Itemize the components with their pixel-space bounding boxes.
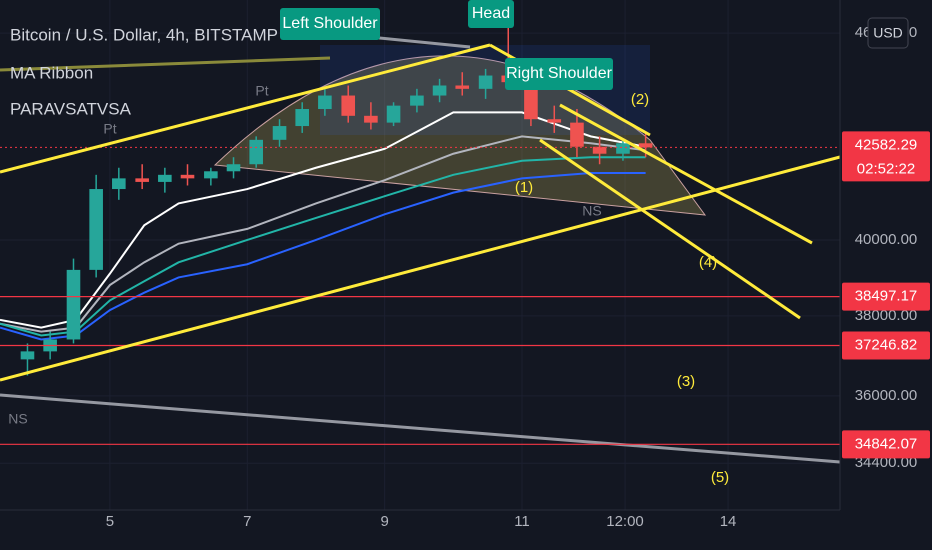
x-tick-label: 12:00 bbox=[606, 513, 644, 530]
symbol-title: Bitcoin / U.S. Dollar, 4h, BITSTAMP bbox=[10, 25, 278, 44]
candle-body bbox=[20, 351, 35, 360]
x-tick-label: 14 bbox=[720, 513, 737, 530]
candle-body bbox=[66, 269, 81, 340]
candle-body bbox=[432, 85, 447, 96]
pattern-label-box bbox=[468, 0, 514, 28]
y-tick-label: 38000.00 bbox=[855, 307, 918, 324]
indicator-name: MA Ribbon bbox=[10, 63, 93, 82]
candle-body bbox=[295, 109, 310, 127]
candle-body bbox=[364, 115, 378, 123]
trend-line bbox=[539, 138, 801, 320]
pattern-label-box bbox=[280, 8, 380, 40]
signal-label: NS bbox=[8, 411, 27, 427]
level-label-box bbox=[842, 430, 930, 459]
currency-label[interactable]: USD bbox=[873, 25, 903, 41]
candle-body bbox=[478, 75, 493, 89]
currency-button[interactable] bbox=[867, 17, 909, 49]
pattern-label: Left Shoulder bbox=[282, 15, 378, 32]
wave-label: (3) bbox=[677, 373, 695, 390]
y-tick-label: 34400.00 bbox=[855, 454, 918, 471]
candle-body bbox=[318, 95, 332, 110]
trend-line bbox=[0, 43, 491, 174]
trend-line bbox=[559, 103, 813, 245]
trend-line bbox=[0, 393, 841, 464]
trend-line bbox=[0, 155, 841, 382]
candle-body bbox=[592, 146, 607, 154]
candle-body bbox=[386, 105, 401, 123]
candle-body bbox=[249, 139, 263, 165]
candle-body bbox=[226, 164, 241, 172]
candle-body bbox=[89, 189, 103, 270]
x-tick-label: 9 bbox=[380, 513, 388, 530]
y-tick-label: 40000.00 bbox=[855, 231, 918, 248]
signal-label: Pt bbox=[255, 83, 268, 99]
candle-body bbox=[547, 119, 562, 123]
wave-label: (2) bbox=[631, 91, 649, 108]
y-tick-label: 36000.00 bbox=[855, 387, 918, 404]
candle-body bbox=[341, 95, 356, 116]
candle-body bbox=[455, 85, 470, 89]
candle-body bbox=[135, 178, 149, 182]
candle-body bbox=[410, 95, 424, 106]
candle-body bbox=[638, 143, 653, 148]
level-label-box bbox=[842, 282, 930, 311]
candle-body bbox=[180, 174, 195, 179]
pattern-label: Right Shoulder bbox=[506, 65, 613, 82]
signal-label: Pt bbox=[103, 121, 116, 137]
x-tick-label: 7 bbox=[243, 513, 251, 530]
candle-body bbox=[616, 143, 630, 154]
wave-label: (1) bbox=[515, 179, 533, 196]
signal-label: NS bbox=[582, 203, 601, 219]
wave-label: (5) bbox=[711, 469, 729, 486]
last-price-label: 42582.29 bbox=[855, 136, 918, 153]
last-price-box bbox=[842, 131, 930, 182]
indicator-name: PARAVSATVSA bbox=[10, 99, 132, 118]
level-label-box bbox=[842, 331, 930, 360]
pattern-label: Head bbox=[472, 5, 510, 22]
level-label: 38497.17 bbox=[855, 288, 918, 305]
candle-body bbox=[524, 82, 538, 120]
x-tick-label: 5 bbox=[106, 513, 114, 530]
wave-label: (4) bbox=[699, 254, 717, 271]
trend-line bbox=[0, 56, 331, 72]
level-label: 37246.82 bbox=[855, 337, 918, 354]
x-tick-label: 11 bbox=[514, 513, 530, 530]
pattern-label-box bbox=[505, 58, 613, 90]
candle-body bbox=[158, 174, 172, 182]
candle-body bbox=[204, 171, 218, 179]
candle-body bbox=[570, 122, 584, 147]
candle-body bbox=[272, 126, 287, 140]
level-label: 34842.07 bbox=[855, 435, 918, 452]
countdown-label: 02:52:22 bbox=[857, 160, 915, 177]
candle-body bbox=[112, 178, 126, 190]
